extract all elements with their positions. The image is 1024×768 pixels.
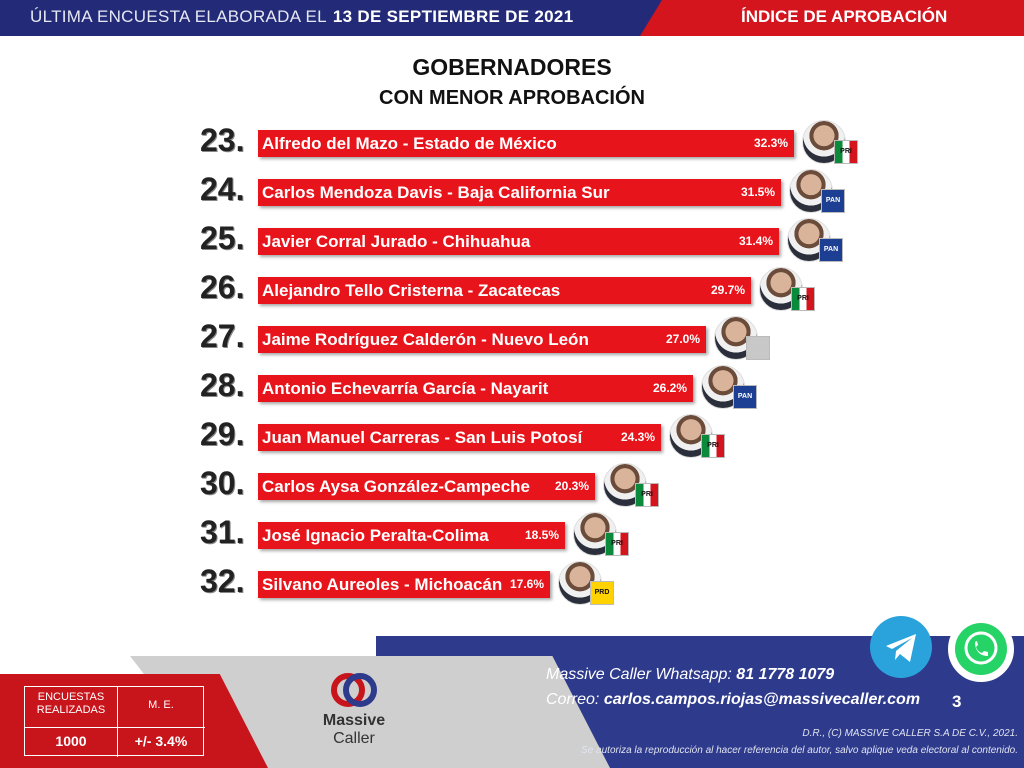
rank-number: 32. — [200, 563, 245, 599]
approval-bar: Antonio Echevarría García - Nayarit 26.2% — [258, 375, 693, 402]
pri-logo-icon: PRI — [701, 434, 725, 458]
whatsapp-contact: Massive Caller Whatsapp: 81 1778 1079 — [546, 666, 834, 684]
approval-value-label: 29.7% — [710, 283, 745, 297]
governor-name: Carlos Aysa González-Campeche — [262, 477, 530, 496]
prd-logo-icon: PRD — [590, 581, 614, 605]
chart-row: 30. Carlos Aysa González-Campeche 20.3% PRI — [0, 463, 1024, 509]
survey-date: 13 DE SEPTIEMBRE DE 2021 — [332, 7, 574, 26]
rank-number: 30. — [200, 465, 245, 501]
governor-name: Jaime Rodríguez Calderón - Nuevo León — [262, 330, 589, 349]
survey-stats-table: ENCUESTAS REALIZADAS M. E. 1000 +/- 3.4% — [24, 686, 205, 757]
approval-bar: Alfredo del Mazo - Estado de México 32.3% — [258, 130, 794, 157]
whatsapp-label: Massive Caller Whatsapp: — [546, 666, 732, 683]
brand-name-line2: Caller — [333, 730, 375, 747]
pri-logo-icon: PRI — [834, 140, 858, 164]
approval-value-label: 26.2% — [652, 381, 687, 395]
approval-bar: Silvano Aureoles - Michoacán 17.6% — [258, 571, 550, 598]
rank-number: 26. — [200, 269, 245, 305]
independent-icon — [746, 336, 770, 360]
chart-row: 26. Alejandro Tello Cristerna - Zacatecas… — [0, 267, 1024, 313]
chart-row: 23. Alfredo del Mazo - Estado de México 32… — [0, 120, 1024, 166]
survey-date-line: ÚLTIMA ENCUESTA ELABORADA EL 13 DE SEPTIE… — [30, 7, 573, 27]
brand-name-line1: Massive — [322, 712, 386, 729]
governor-name: Carlos Mendoza Davis - Baja California S… — [262, 183, 610, 202]
approval-value-label: 24.3% — [620, 430, 655, 444]
governor-name: Silvano Aureoles - Michoacán — [262, 575, 503, 594]
rank-number: 29. — [200, 416, 245, 452]
reproduction-notice: Se autoriza la reproducción al hacer ref… — [581, 745, 1018, 756]
approval-value-label: 27.0% — [665, 332, 700, 346]
chart-row: 29. Juan Manuel Carreras - San Luis Potos… — [0, 414, 1024, 460]
chart-row: 32. Silvano Aureoles - Michoacán 17.6% PRD — [0, 561, 1024, 607]
chart-row: 28. Antonio Echevarría García - Nayarit 26… — [0, 365, 1024, 411]
chart-row: 27. Jaime Rodríguez Calderón - Nuevo León… — [0, 316, 1024, 362]
stats-divider-horizontal — [25, 727, 205, 728]
email-label: Correo: — [546, 691, 600, 708]
whatsapp-number[interactable]: 81 1778 1079 — [736, 666, 835, 683]
approval-bar: Jaime Rodríguez Calderón - Nuevo León 27.… — [258, 326, 706, 353]
approval-bar: José Ignacio Peralta-Colima 18.5% — [258, 522, 565, 549]
pri-logo-icon: PRI — [791, 287, 815, 311]
approval-bar: Javier Corral Jurado - Chihuahua 31.4% — [258, 228, 779, 255]
approval-bar: Juan Manuel Carreras - San Luis Potosí 24… — [258, 424, 661, 451]
rank-number: 31. — [200, 514, 245, 550]
governor-name: Juan Manuel Carreras - San Luis Potosí — [262, 428, 583, 447]
pan-logo-icon: PAN — [819, 238, 843, 262]
chart-subtitle: CON MENOR APROBACIÓN — [379, 87, 645, 109]
chart-row: 31. José Ignacio Peralta-Colima 18.5% PRI — [0, 512, 1024, 558]
page-number: 3 — [952, 692, 962, 711]
whatsapp-icon[interactable] — [948, 616, 1014, 682]
surveys-value: 1000 — [55, 733, 87, 749]
chart-title: GOBERNADORES — [412, 54, 612, 80]
whatsapp-circle — [955, 623, 1007, 675]
telegram-icon[interactable] — [870, 616, 932, 678]
governor-name: José Ignacio Peralta-Colima — [262, 526, 489, 545]
governor-name: Alfredo del Mazo - Estado de México — [262, 134, 557, 153]
rank-number: 24. — [200, 171, 245, 207]
approval-bar: Carlos Aysa González-Campeche 20.3% — [258, 473, 595, 500]
header-red-band — [640, 0, 1024, 36]
margin-label: M. E. — [148, 699, 174, 711]
brand-logo: Massive Caller — [318, 670, 390, 760]
chart-row: 24. Carlos Mendoza Davis - Baja Californi… — [0, 169, 1024, 215]
governor-name: Antonio Echevarría García - Nayarit — [262, 379, 549, 398]
footer-red-panel — [0, 674, 268, 768]
approval-value-label: 18.5% — [524, 528, 559, 542]
chart-row: 25. Javier Corral Jurado - Chihuahua 31.4%… — [0, 218, 1024, 264]
pan-logo-icon: PAN — [821, 189, 845, 213]
governor-name: Alejandro Tello Cristerna - Zacatecas — [262, 281, 561, 300]
approval-index-label: ÍNDICE DE APROBACIÓN — [741, 7, 948, 26]
governor-name: Javier Corral Jurado - Chihuahua — [262, 232, 531, 251]
approval-value-label: 20.3% — [554, 479, 589, 493]
approval-bar: Carlos Mendoza Davis - Baja California S… — [258, 179, 781, 206]
surveys-label: ENCUESTAS REALIZADAS — [36, 691, 106, 716]
stats-divider-vertical — [117, 687, 118, 757]
pri-logo-icon: PRI — [605, 532, 629, 556]
whatsapp-phone-icon — [964, 631, 998, 665]
pri-logo-icon: PRI — [635, 483, 659, 507]
email-contact: Correo: carlos.campos.riojas@massivecall… — [546, 691, 920, 709]
rank-number: 23. — [200, 122, 245, 158]
approval-value-label: 32.3% — [753, 136, 788, 150]
approval-value-label: 17.6% — [509, 577, 544, 591]
rank-number: 25. — [200, 220, 245, 256]
margin-value: +/- 3.4% — [134, 733, 188, 749]
survey-date-label: ÚLTIMA ENCUESTA ELABORADA EL — [30, 7, 327, 26]
pan-logo-icon: PAN — [733, 385, 757, 409]
email-address[interactable]: carlos.campos.riojas@massivecaller.com — [603, 691, 921, 708]
telegram-plane-icon — [886, 634, 916, 662]
approval-value-label: 31.5% — [740, 185, 775, 199]
approval-value-label: 31.4% — [738, 234, 773, 248]
massive-caller-logo-icon — [331, 673, 377, 707]
approval-bar: Alejandro Tello Cristerna - Zacatecas 29.… — [258, 277, 751, 304]
rank-number: 28. — [200, 367, 245, 403]
copyright-line: D.R., (C) MASSIVE CALLER S.A DE C.V., 20… — [802, 728, 1018, 739]
rank-number: 27. — [200, 318, 245, 354]
